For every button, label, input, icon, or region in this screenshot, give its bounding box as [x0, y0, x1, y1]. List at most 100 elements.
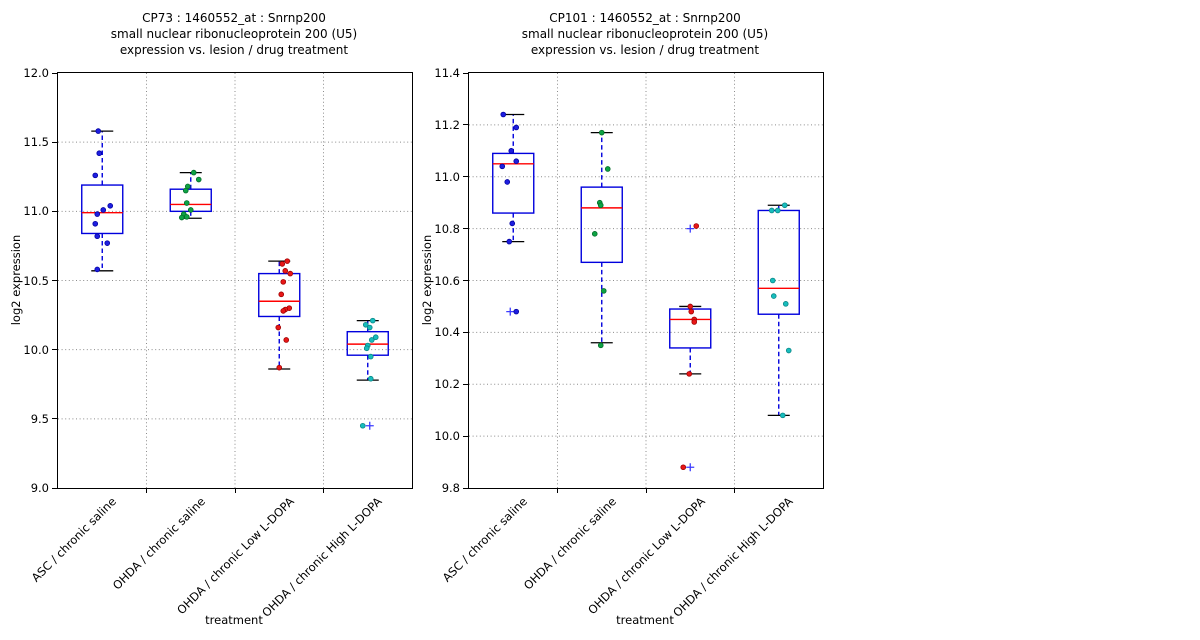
right-title-line-3: expression vs. lesion / drug treatment: [530, 43, 760, 57]
y-tick-label: 9.5: [30, 411, 49, 426]
data-point: [781, 202, 788, 209]
data-point: [686, 371, 693, 377]
data-point: [769, 277, 776, 284]
data-point: [513, 158, 520, 164]
data-point: [280, 308, 287, 314]
right-plot-title: CP101 : 1460552_at : Snrnp200 small nucl…: [468, 10, 822, 58]
data-point: [96, 150, 103, 157]
data-point: [600, 288, 607, 294]
y-tick: [463, 487, 468, 489]
right-title-line-2: small nuclear ribonucleoprotein 200 (U5): [521, 27, 769, 41]
data-point: [779, 412, 786, 419]
data-point: [280, 279, 287, 285]
data-point: [104, 240, 111, 246]
data-point: [276, 364, 283, 371]
right-title-line-1: CP101 : 1460552_at : Snrnp200: [549, 11, 741, 25]
data-point: [687, 303, 694, 310]
data-point: [94, 211, 101, 217]
data-point: [782, 301, 789, 307]
left-plot-title: CP73 : 1460552_at : Snrnp200 small nucle…: [57, 10, 411, 58]
box-group-3: [669, 308, 712, 349]
data-point: [190, 169, 197, 176]
flier-marker: [365, 421, 374, 430]
data-point: [770, 293, 777, 299]
data-point: [504, 179, 511, 185]
data-point: [368, 337, 375, 343]
data-point: [508, 148, 515, 154]
data-point: [366, 324, 373, 331]
data-point: [363, 345, 370, 352]
x-tick: [323, 488, 324, 493]
data-point: [598, 129, 605, 136]
data-point: [691, 319, 698, 325]
data-point: [182, 187, 189, 194]
y-tick: [463, 280, 468, 281]
data-point: [591, 231, 598, 237]
data-point: [499, 163, 506, 170]
left-title-line-2: small nuclear ribonucleoprotein 200 (U5): [110, 27, 358, 41]
data-point: [509, 220, 516, 227]
y-tick: [52, 487, 57, 489]
right-x-axis-label: treatment: [616, 613, 674, 627]
x-tick: [146, 488, 147, 493]
data-point: [362, 321, 369, 328]
data-point: [287, 270, 294, 277]
y-tick-label: 11.5: [23, 135, 49, 150]
flier-marker: [686, 224, 695, 233]
data-point: [278, 291, 285, 298]
y-tick-label: 9.0: [30, 481, 49, 495]
data-point: [597, 342, 604, 349]
data-point: [768, 207, 775, 214]
data-point: [283, 337, 290, 343]
y-tick-label: 10.0: [434, 429, 460, 444]
y-tick-label: 9.8: [441, 481, 460, 495]
box-group-4: [757, 209, 800, 315]
data-point: [372, 334, 379, 341]
box-group-1: [492, 152, 535, 214]
category-label-2: OHDA / chronic saline: [109, 494, 208, 593]
y-tick: [52, 349, 57, 351]
data-point: [604, 166, 611, 172]
data-point: [282, 268, 289, 274]
data-point: [183, 200, 190, 206]
category-label-1: ASC / chronic saline: [29, 494, 120, 585]
y-tick: [463, 124, 468, 126]
y-tick: [52, 418, 57, 420]
y-tick: [52, 210, 57, 212]
data-point: [513, 124, 520, 131]
box-group-1: [81, 184, 124, 235]
data-point: [100, 207, 107, 213]
y-tick-label: 10.8: [434, 221, 460, 236]
y-tick-label: 11.0: [23, 204, 49, 219]
data-point: [785, 347, 792, 354]
x-tick: [557, 488, 558, 493]
data-point: [500, 111, 507, 118]
right-plot-area: 11.4 11.2 11.0 10.8 10.6 10.4 10.2 10.0 9.8 ASC /…: [434, 66, 824, 620]
y-tick-label: 10.6: [434, 273, 460, 288]
left-x-axis-label: treatment: [205, 613, 263, 627]
data-point: [506, 238, 513, 245]
y-tick-label: 11.2: [434, 117, 460, 132]
data-point: [693, 223, 700, 229]
left-title-line-3: expression vs. lesion / drug treatment: [119, 43, 349, 57]
data-point: [275, 324, 282, 331]
data-point: [774, 207, 781, 214]
y-tick: [463, 383, 468, 385]
x-tick: [645, 488, 647, 493]
y-tick: [463, 228, 468, 230]
data-point: [367, 375, 374, 382]
x-tick: [234, 488, 236, 493]
data-point: [95, 128, 102, 134]
plot-canvas: [58, 73, 412, 488]
left-plot-area: 12.0 11.5 11.0 10.5 10.0 9.5 9.0 ASC / chronic …: [23, 66, 413, 620]
flier-marker: [506, 307, 515, 316]
data-point: [195, 176, 202, 183]
data-point: [187, 207, 194, 213]
y-tick-label: 10.0: [23, 342, 49, 357]
y-tick-label: 10.4: [434, 325, 460, 340]
data-point: [94, 233, 101, 240]
data-point: [92, 220, 99, 227]
flier-marker: [686, 463, 695, 472]
y-tick: [52, 72, 57, 74]
data-point: [284, 258, 291, 264]
